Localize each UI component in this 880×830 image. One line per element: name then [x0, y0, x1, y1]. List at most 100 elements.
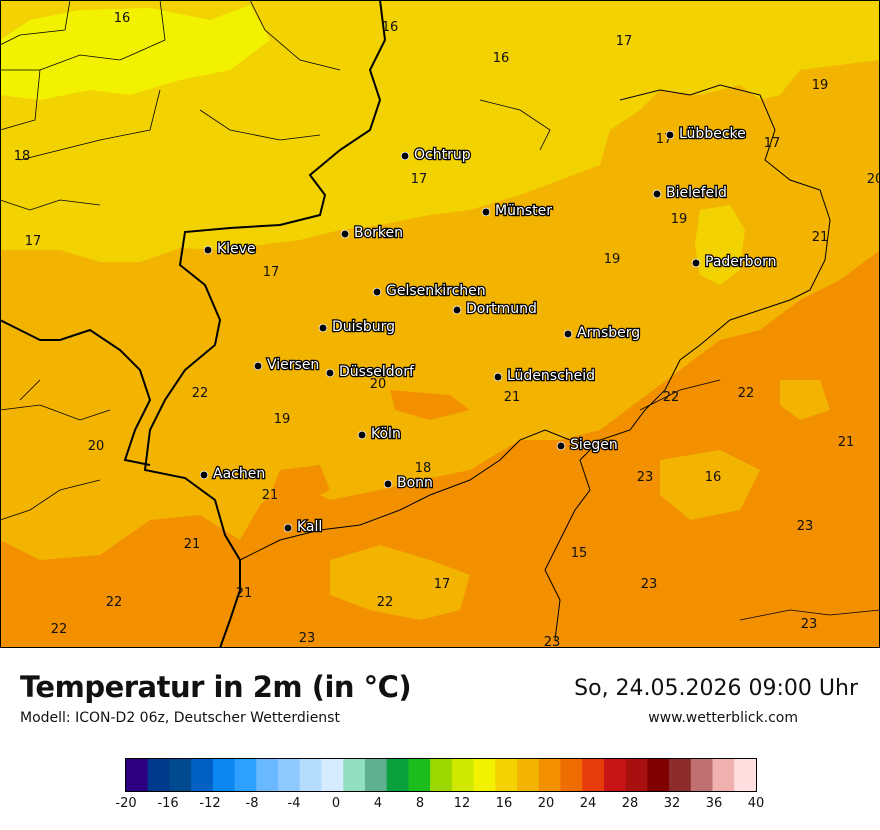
city-siegen: Siegen	[556, 436, 619, 454]
city-gelsenkirchen: Gelsenkirchen	[372, 282, 487, 300]
scale-border	[125, 758, 757, 792]
temperature-zone-18-patch	[330, 545, 470, 620]
scale-swatch	[603, 759, 626, 791]
svg-text:Kall: Kall	[297, 519, 322, 535]
svg-text:Viersen: Viersen	[267, 357, 319, 373]
temp-label: 16	[114, 11, 131, 26]
svg-text:Köln: Köln	[371, 426, 401, 442]
temp-label: 21	[838, 435, 855, 450]
city-duisburg: Duisburg	[318, 318, 396, 336]
svg-text:Lüdenscheid: Lüdenscheid	[507, 368, 595, 384]
website-link[interactable]: www.wetterblick.com	[648, 710, 798, 726]
city-koeln: Köln	[357, 425, 402, 443]
temp-label: 21	[184, 537, 201, 552]
scale-swatch	[517, 759, 540, 791]
temp-label: 22	[106, 595, 123, 610]
temp-label: 23	[299, 631, 316, 646]
scale-swatch	[430, 759, 453, 791]
temp-label: 22	[51, 622, 68, 637]
scale-swatch	[256, 759, 279, 791]
temp-label: 20	[370, 377, 387, 392]
temperature-zone-20	[0, 250, 880, 648]
national-border	[143, 0, 387, 649]
scale-swatch	[473, 759, 496, 791]
city-borken: Borken	[340, 224, 404, 242]
temp-label: 18	[14, 149, 31, 164]
temp-label: 23	[797, 519, 814, 534]
temp-label: 19	[812, 78, 829, 93]
scale-swatch	[299, 759, 322, 791]
city-arnsberg: Arnsberg	[563, 324, 641, 342]
svg-text:Düsseldorf: Düsseldorf	[339, 364, 415, 380]
svg-text:Gelsenkirchen: Gelsenkirchen	[386, 283, 486, 299]
temp-label: 19	[671, 212, 688, 227]
temperature-zone-20c	[390, 390, 470, 420]
svg-text:Borken: Borken	[354, 225, 403, 241]
temp-label: 23	[637, 470, 654, 485]
temperature-zone-18-patch3	[780, 380, 830, 420]
scale-swatch	[212, 759, 235, 791]
temp-label: 17	[411, 172, 428, 187]
scale-tick-label: -20	[115, 796, 137, 811]
scale-tick-label: 12	[453, 796, 471, 811]
scale-swatch	[560, 759, 583, 791]
temp-label: 22	[663, 390, 680, 405]
temp-label: 21	[262, 488, 279, 503]
scale-swatch	[734, 759, 757, 791]
temperature-zone-14	[0, 5, 270, 100]
scale-swatch	[343, 759, 366, 791]
temperature-labels: 16 16 17 16 19 18 17 17 20 17 19 21 17 1…	[14, 11, 880, 650]
scale-tick-label: 24	[579, 796, 597, 811]
temp-label: 20	[88, 439, 105, 454]
temp-label: 16	[705, 470, 722, 485]
scale-swatch	[451, 759, 474, 791]
scale-tick-label: 28	[621, 796, 639, 811]
model-info: Modell: ICON-D2 06z, Deutscher Wetterdie…	[20, 710, 340, 726]
scale-tick-label: 40	[747, 796, 765, 811]
temperature-map: 16 16 17 16 19 18 17 17 20 17 19 21 17 1…	[0, 0, 880, 650]
map-footer: Temperatur in 2m (in °C) Modell: ICON-D2…	[0, 648, 880, 830]
temp-label: 18	[415, 461, 432, 476]
temp-label: 22	[738, 386, 755, 401]
temp-label: 20	[867, 172, 880, 187]
svg-text:Lübbecke: Lübbecke	[679, 126, 746, 142]
svg-text:Bielefeld: Bielefeld	[666, 185, 727, 201]
scale-tick-label: -12	[199, 796, 221, 811]
city-markers: Ochtrup Lübbecke Bielefeld Münster Borke…	[199, 125, 778, 536]
temp-label: 16	[493, 51, 510, 66]
svg-text:Siegen: Siegen	[570, 437, 618, 453]
temp-label: 17	[263, 265, 280, 280]
scale-swatch	[408, 759, 431, 791]
scale-swatch	[278, 759, 301, 791]
scale-swatch	[712, 759, 735, 791]
svg-text:Aachen: Aachen	[213, 466, 265, 482]
scale-tick-label: -8	[245, 796, 259, 811]
temp-label: 17	[764, 136, 781, 151]
scale-tick-label: 8	[415, 796, 425, 811]
city-aachen: Aachen	[199, 465, 266, 483]
svg-text:Dortmund: Dortmund	[466, 301, 537, 317]
scale-tick-label: 20	[537, 796, 555, 811]
temp-label: 22	[377, 595, 394, 610]
temp-label: 19	[274, 412, 291, 427]
temperature-zone-16b	[695, 205, 745, 285]
temperature-zone-18-patch2	[660, 450, 760, 520]
temp-label: 23	[544, 635, 561, 648]
scale-swatch	[647, 759, 670, 791]
scale-swatch	[126, 759, 149, 791]
state-border-south	[239, 429, 571, 561]
svg-text:Bonn: Bonn	[397, 475, 433, 491]
svg-text:Arnsberg: Arnsberg	[577, 325, 640, 341]
temp-label: 23	[801, 617, 818, 632]
city-kleve: Kleve	[203, 240, 257, 258]
city-dortmund: Dortmund	[452, 300, 538, 318]
temp-label: 21	[504, 390, 521, 405]
district-lines	[0, 0, 880, 621]
city-bonn: Bonn	[383, 474, 434, 492]
temp-label: 22	[192, 386, 209, 401]
city-muenster: Münster	[481, 202, 553, 220]
temp-label: 21	[812, 230, 829, 245]
temp-label: 17	[616, 34, 633, 49]
temperature-zone-20b	[270, 465, 330, 505]
temp-label: 17	[25, 234, 42, 249]
